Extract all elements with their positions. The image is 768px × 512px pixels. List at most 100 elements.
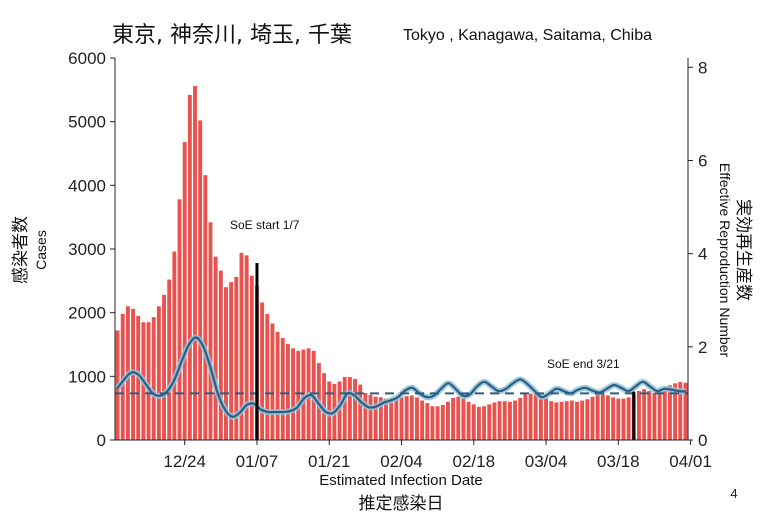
case-bar xyxy=(342,376,347,440)
right-axis-ticks: 0 2 4 6 8 xyxy=(688,58,707,450)
case-bar xyxy=(368,394,373,440)
case-bar xyxy=(234,277,239,440)
case-bar xyxy=(518,397,523,440)
case-bar xyxy=(384,398,388,440)
case-bar xyxy=(626,397,631,440)
case-bar xyxy=(585,399,590,440)
case-bar xyxy=(528,393,533,440)
left-axis-ticks: 0 1000 2000 3000 4000 5000 6000 xyxy=(68,49,115,450)
case-bar xyxy=(415,397,419,440)
case-bar xyxy=(647,390,652,440)
case-bar xyxy=(482,406,487,440)
page-number: 4 xyxy=(730,486,737,501)
case-bar xyxy=(487,404,492,440)
case-bar xyxy=(389,399,394,440)
case-bar xyxy=(291,348,296,440)
case-bar xyxy=(187,94,192,441)
right-tick-label: 4 xyxy=(698,245,707,264)
case-bar xyxy=(203,175,208,440)
case-bar xyxy=(673,383,678,440)
x-tick-label: 04/01 xyxy=(669,452,712,471)
case-bar xyxy=(621,398,626,440)
case-bar xyxy=(244,255,249,440)
case-bar xyxy=(162,294,166,440)
case-bar xyxy=(662,388,667,440)
case-bar xyxy=(554,402,559,440)
x-tick-label: 01/07 xyxy=(236,452,279,471)
case-bar xyxy=(249,275,254,440)
case-bar xyxy=(198,120,203,440)
case-bar xyxy=(559,401,564,440)
case-bar xyxy=(451,397,456,440)
case-bar xyxy=(492,402,497,440)
case-bar xyxy=(172,251,177,440)
case-bar xyxy=(285,343,290,440)
x-axis-ticks: 12/24 01/07 01/21 02/04 02/18 03/04 03/18 04/01 xyxy=(163,440,712,471)
case-bar xyxy=(280,338,285,440)
case-bar xyxy=(513,400,518,440)
case-bar xyxy=(575,401,579,440)
left-tick-label: 1000 xyxy=(68,367,106,386)
case-bar xyxy=(678,382,683,440)
case-bar xyxy=(600,394,605,440)
case-bar xyxy=(466,401,471,440)
case-bar xyxy=(373,396,378,440)
chart-title-jp: 東京, 神奈川, 埼玉, 千葉 xyxy=(112,23,352,48)
case-bar xyxy=(549,401,554,440)
chart-title-en: Tokyo , Kanagawa, Saitama, Chiba xyxy=(403,27,652,44)
case-bar xyxy=(611,397,616,440)
case-bar xyxy=(270,323,275,440)
right-tick-label: 8 xyxy=(698,58,707,77)
case-bar xyxy=(193,86,197,440)
left-axis-label-jp: 感染者数 xyxy=(11,216,31,284)
case-bar xyxy=(208,222,213,440)
case-bar xyxy=(218,270,223,440)
case-bar xyxy=(425,403,430,440)
case-bar xyxy=(606,395,610,440)
case-bar xyxy=(167,279,172,440)
case-bar xyxy=(595,394,600,440)
case-bar xyxy=(657,391,662,440)
case-bar xyxy=(435,406,440,440)
case-bar xyxy=(151,317,156,440)
x-tick-label: 02/18 xyxy=(452,452,495,471)
case-bar xyxy=(224,287,228,440)
left-tick-label: 2000 xyxy=(68,304,106,323)
case-bar xyxy=(296,350,301,440)
case-bar xyxy=(430,406,435,440)
case-bar xyxy=(476,406,481,440)
right-tick-label: 2 xyxy=(698,338,707,357)
case-bar xyxy=(637,390,641,440)
case-bar xyxy=(564,401,569,440)
case-bar xyxy=(683,382,688,440)
soe-start-label: SoE start 1/7 xyxy=(230,218,300,232)
x-tick-label: 03/18 xyxy=(597,452,640,471)
case-bar xyxy=(507,401,512,440)
x-tick-label: 02/04 xyxy=(380,452,423,471)
case-bar xyxy=(461,398,466,440)
case-bar xyxy=(523,394,528,440)
case-bar xyxy=(378,397,383,440)
left-tick-label: 4000 xyxy=(68,176,106,195)
case-bar xyxy=(569,400,574,440)
case-bar xyxy=(409,395,414,440)
case-bar xyxy=(404,396,409,440)
x-axis-label-jp: 推定感染日 xyxy=(359,494,444,512)
case-bar xyxy=(456,396,461,440)
left-tick-label: 0 xyxy=(97,431,106,450)
case-bar xyxy=(156,306,161,440)
case-bar xyxy=(533,394,538,440)
right-tick-label: 6 xyxy=(698,151,707,170)
x-tick-label: 12/24 xyxy=(163,452,206,471)
case-bar xyxy=(239,252,244,440)
case-bar xyxy=(260,302,265,440)
left-axis-label-en: Cases xyxy=(33,230,49,270)
left-tick-label: 3000 xyxy=(68,240,106,259)
case-bar xyxy=(353,378,357,440)
case-bar xyxy=(358,384,363,440)
case-bar xyxy=(347,376,352,440)
case-bar xyxy=(590,396,595,440)
reproduction-number-lines xyxy=(114,263,688,440)
right-tick-label: 0 xyxy=(698,431,707,450)
